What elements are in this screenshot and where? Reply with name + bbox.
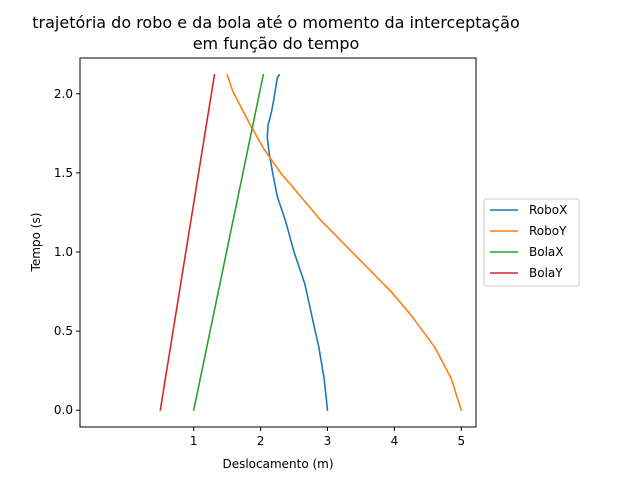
chart-title-line2: em função do tempo <box>193 34 360 53</box>
series-line-bolax <box>192 73 265 412</box>
chart-title-line1: trajetória do robo e da bola até o momen… <box>32 13 519 32</box>
y-tick-label: 1.5 <box>54 166 73 180</box>
x-tick-label: 4 <box>391 434 399 448</box>
y-axis-ticks: 0.0 0.5 1.0 1.5 2.0 <box>54 87 80 417</box>
legend-box <box>483 198 580 287</box>
legend-entries: RoboX RoboY BolaX BolaY <box>490 203 567 280</box>
series-layer <box>159 73 463 412</box>
x-tick-label: 1 <box>190 434 198 448</box>
y-tick-label: 0.0 <box>54 403 73 417</box>
series-line-roboy <box>226 73 463 412</box>
y-tick-label: 0.5 <box>54 324 73 338</box>
legend-label-roboy: RoboY <box>529 224 567 238</box>
x-axis-label: Deslocamento (m) <box>222 457 333 471</box>
x-tick-label: 3 <box>324 434 332 448</box>
y-tick-label: 1.0 <box>54 245 73 259</box>
x-axis-ticks: 1 2 3 4 5 <box>190 427 465 448</box>
plot-area-frame <box>79 57 477 428</box>
x-tick-label: 2 <box>257 434 265 448</box>
legend-label-bolax: BolaX <box>529 245 563 259</box>
legend: RoboX RoboY BolaX BolaY <box>483 198 580 287</box>
legend-label-bolay: BolaY <box>529 266 563 280</box>
series-line-robox <box>266 73 329 412</box>
legend-label-robox: RoboX <box>529 203 567 217</box>
y-tick-label: 2.0 <box>54 87 73 101</box>
y-axis-label: Tempo (s) <box>29 213 43 273</box>
series-line-bolay <box>159 73 216 412</box>
x-tick-label: 5 <box>457 434 465 448</box>
